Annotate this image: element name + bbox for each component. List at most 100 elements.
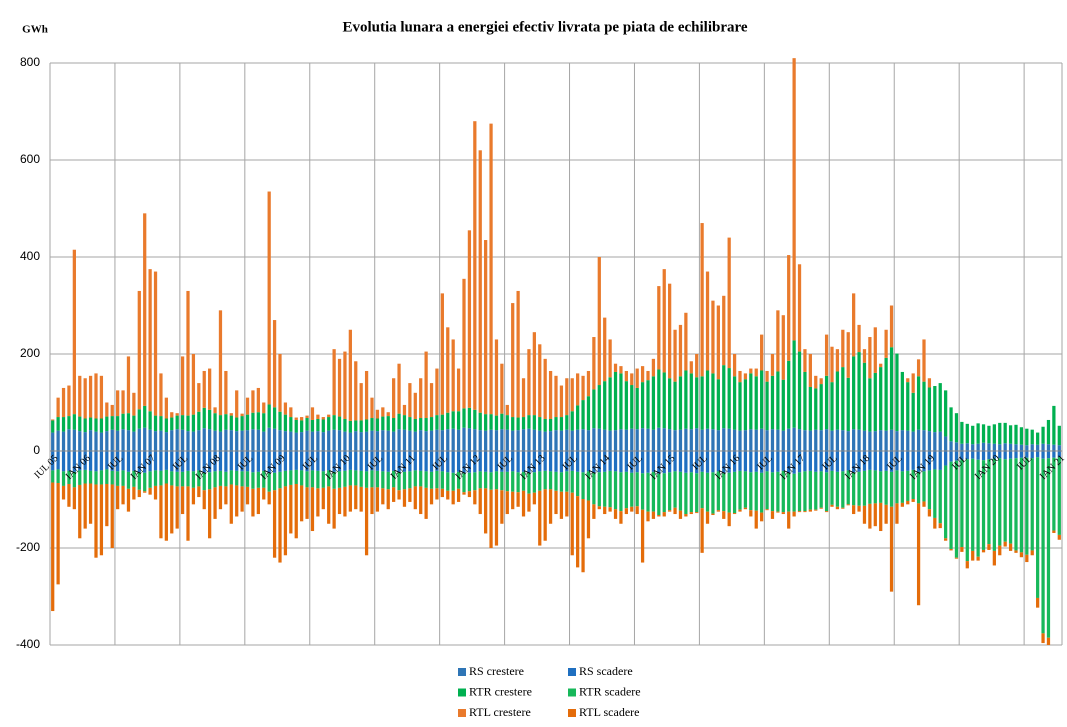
bar-segment <box>375 487 380 512</box>
bar-segment <box>213 430 217 451</box>
bar-segment <box>305 415 309 419</box>
bar-segment <box>787 451 791 473</box>
bar-segment <box>927 431 932 451</box>
bar-segment <box>397 413 401 430</box>
bar-segment <box>245 486 250 505</box>
bar-segment <box>94 373 98 419</box>
bar-segment <box>256 487 260 515</box>
bar-segment <box>808 386 812 431</box>
bar-segment <box>722 295 726 366</box>
bar-segment <box>527 428 531 451</box>
bar-segment <box>381 407 385 417</box>
bar-segment <box>197 383 201 412</box>
bar-segment <box>830 430 834 451</box>
bar-segment <box>933 469 937 518</box>
bar-segment <box>229 415 233 431</box>
bar-segment <box>651 471 656 512</box>
bar-segment <box>137 489 141 498</box>
bar-segment <box>624 451 628 472</box>
bar-segment <box>72 451 76 472</box>
bar-segment <box>327 470 331 487</box>
bar-segment <box>554 451 558 472</box>
bar-segment <box>565 491 569 517</box>
bar-segment <box>446 412 450 430</box>
bar-segment <box>175 451 179 472</box>
bar-segment <box>916 503 921 606</box>
bar-segment <box>732 471 737 514</box>
bar-segment <box>743 507 748 510</box>
bar-segment <box>511 491 515 510</box>
bar-segment <box>186 451 190 471</box>
bar-segment <box>51 482 55 612</box>
bar-segment <box>938 383 942 432</box>
bar-segment <box>743 430 748 451</box>
bar-segment <box>170 430 174 451</box>
bar-segment <box>933 517 937 529</box>
bar-segment <box>343 351 347 419</box>
bar-segment <box>857 324 861 353</box>
bar-segment <box>770 354 775 376</box>
bar-segment <box>99 484 104 556</box>
bar-segment <box>1030 458 1034 551</box>
bar-segment <box>944 436 948 451</box>
bar-segment <box>792 511 796 517</box>
bar-segment <box>841 451 845 472</box>
bar-segment <box>294 483 298 539</box>
bar-segment <box>976 459 980 557</box>
y-tick-label: 200 <box>20 346 40 360</box>
bar-segment <box>88 451 93 471</box>
bar-segment <box>684 514 688 517</box>
bar-segment <box>397 490 401 500</box>
bar-segment <box>711 429 715 451</box>
bar-segment <box>462 492 466 495</box>
bar-segment <box>413 470 417 487</box>
bar-segment <box>787 360 791 429</box>
bar-segment <box>738 382 742 431</box>
bar-segment <box>337 471 342 488</box>
bar-segment <box>305 471 309 488</box>
bar-segment <box>884 504 888 524</box>
bar-segment <box>235 470 239 486</box>
bar-segment <box>776 310 780 372</box>
bar-segment <box>262 470 266 488</box>
bar-segment <box>543 470 547 490</box>
bar-segment <box>657 473 661 516</box>
bar-segment <box>1003 459 1007 542</box>
bar-segment <box>987 459 991 545</box>
bar-segment <box>137 409 141 429</box>
bar-segment <box>971 451 975 459</box>
bar-segment <box>911 373 915 393</box>
y-tick-label: 0 <box>33 443 40 457</box>
bar-segment <box>310 487 315 532</box>
bar-segment <box>489 123 493 415</box>
bar-segment <box>467 428 472 451</box>
bar-segment <box>787 428 791 451</box>
bar-segment <box>597 506 601 510</box>
bar-segment <box>933 432 937 451</box>
bar-segment <box>657 515 661 517</box>
bar-segment <box>787 472 791 512</box>
legend-label: RTL scadere <box>579 705 639 719</box>
bar-segment <box>868 451 872 470</box>
bar-segment <box>208 451 212 473</box>
bar-segment <box>635 368 639 388</box>
bar-segment <box>640 451 645 474</box>
bar-segment <box>879 363 883 368</box>
bar-segment <box>570 378 574 412</box>
bar-segment <box>749 368 753 374</box>
bar-segment <box>646 472 650 512</box>
bar-segment <box>1046 444 1051 451</box>
bar-segment <box>478 451 482 472</box>
bar-segment <box>613 363 618 372</box>
bar-segment <box>359 420 363 433</box>
bar-segment <box>787 255 791 361</box>
bar-segment <box>240 486 244 512</box>
bar-segment <box>960 459 964 548</box>
bar-segment <box>256 412 260 430</box>
bar-segment <box>72 249 76 415</box>
bar-segment <box>992 451 996 459</box>
bar-segment <box>435 488 439 500</box>
bar-segment <box>197 411 201 431</box>
bar-segment <box>695 451 699 474</box>
bar-segment <box>121 451 125 471</box>
